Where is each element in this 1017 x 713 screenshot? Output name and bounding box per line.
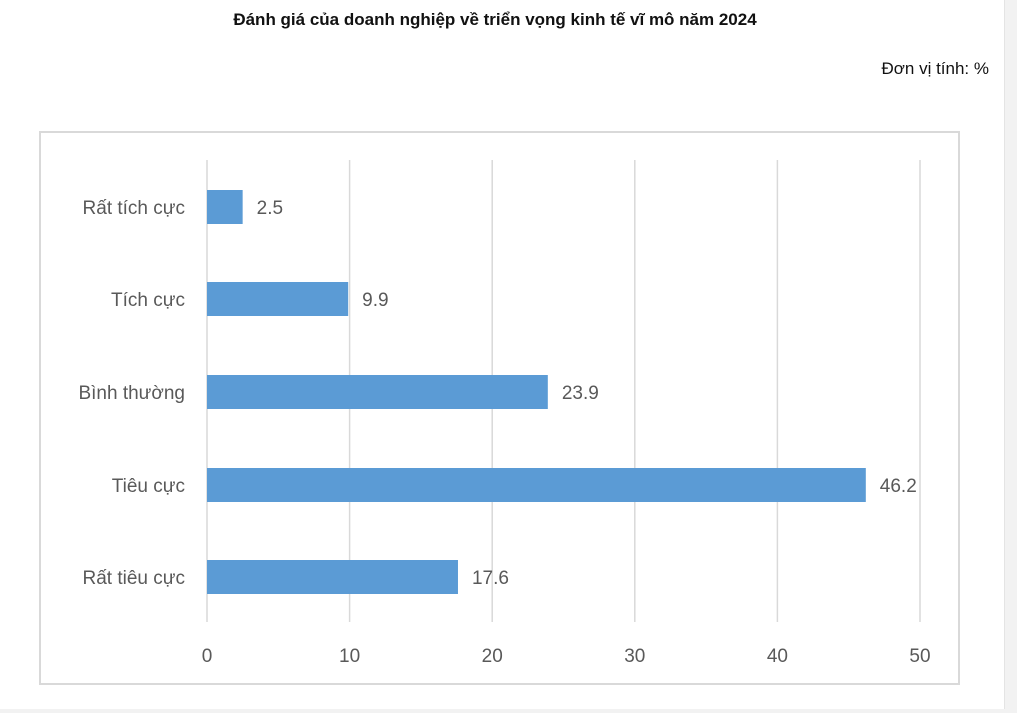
- bar: [207, 190, 243, 224]
- x-tick-label: 10: [339, 646, 360, 667]
- bar: [207, 375, 548, 409]
- category-label: Tích cực: [111, 290, 185, 311]
- x-tick-label: 50: [909, 646, 930, 667]
- bar: [207, 282, 349, 316]
- labels: 0 10 20 30 40 50 Rất tích cực 2.5 Tích cực 9.9 Bìn…: [78, 198, 930, 667]
- data-label: 23.9: [562, 383, 599, 404]
- x-tick-label: 0: [202, 646, 213, 667]
- data-label: 46.2: [880, 476, 917, 497]
- category-label: Rất tiêu cực: [83, 568, 185, 589]
- x-tick-label: 20: [482, 646, 503, 667]
- data-label: 2.5: [257, 198, 283, 219]
- unit-label: Đơn vị tính: %: [881, 59, 989, 78]
- chart-title: Đánh giá của doanh nghiệp về triển vọng …: [233, 10, 757, 29]
- page-bottom-edge: [0, 709, 1017, 713]
- x-tick-label: 30: [624, 646, 645, 667]
- category-label: Bình thường: [78, 383, 185, 404]
- data-label: 9.9: [362, 290, 388, 311]
- page-right-edge: [1004, 0, 1017, 713]
- data-label: 17.6: [472, 568, 509, 589]
- x-tick-label: 40: [767, 646, 788, 667]
- bars: [207, 190, 866, 594]
- bar: [207, 560, 458, 594]
- category-label: Rất tích cực: [83, 198, 185, 219]
- category-label: Tiêu cực: [112, 476, 185, 497]
- bar: [207, 468, 866, 502]
